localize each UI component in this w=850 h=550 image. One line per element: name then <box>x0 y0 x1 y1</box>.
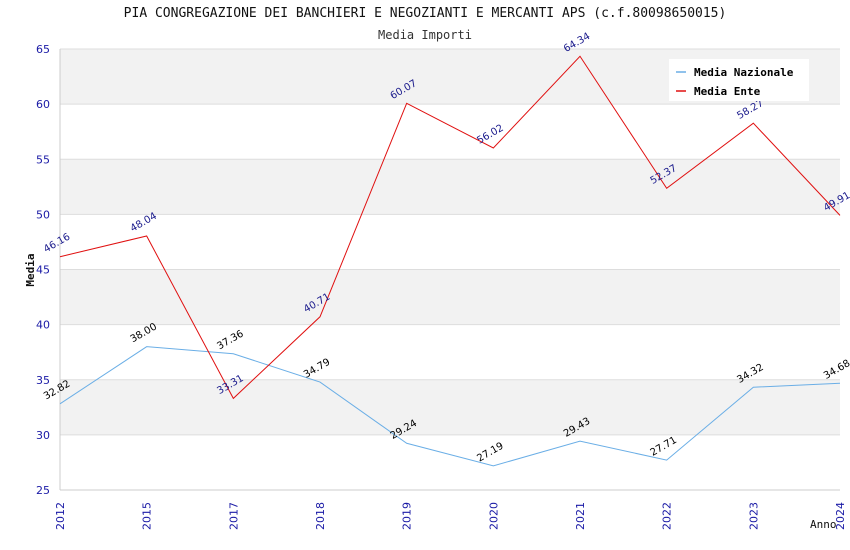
x-axis-label: Anno <box>810 518 837 531</box>
legend: Media Nazionale Media Ente <box>669 59 809 101</box>
y-tick-label: 30 <box>36 429 50 442</box>
y-axis-label: Media <box>24 253 37 286</box>
y-tick-label: 35 <box>36 374 50 387</box>
x-tick-label: 2018 <box>314 502 327 530</box>
series-lines <box>59 55 841 467</box>
legend-box <box>669 59 809 101</box>
grid-lines <box>60 48 840 491</box>
x-tick-label: 2020 <box>487 502 500 530</box>
grid-band <box>60 434 840 490</box>
y-tick-label: 60 <box>36 98 50 111</box>
y-tick-label: 65 <box>36 43 50 56</box>
grid-bands <box>60 49 840 490</box>
legend-entry: Media Nazionale <box>694 66 794 79</box>
grid-band <box>60 379 840 435</box>
grid-band <box>60 324 840 380</box>
axes <box>59 49 840 491</box>
series-line <box>59 346 841 467</box>
x-tick-label: 2017 <box>227 502 240 530</box>
y-tick-label: 50 <box>36 208 50 221</box>
x-tick-label: 2012 <box>54 502 67 530</box>
x-tick-label: 2022 <box>661 502 674 530</box>
y-tick-labels: 25 30 35 40 45 50 55 60 65 <box>36 43 50 497</box>
y-tick-label: 40 <box>36 319 50 332</box>
x-tick-label: 2019 <box>401 502 414 530</box>
y-tick-label: 25 <box>36 484 50 497</box>
x-tick-label: 2021 <box>574 502 587 530</box>
chart-title: PIA CONGREGAZIONE DEI BANCHIERI E NEGOZI… <box>123 6 727 21</box>
legend-entry: Media Ente <box>694 85 761 98</box>
grid-band <box>60 159 840 215</box>
x-tick-label: 2024 <box>834 502 847 530</box>
chart-subtitle: Media Importi <box>378 28 472 42</box>
grid-band <box>60 269 840 325</box>
grid-band <box>60 104 840 160</box>
x-tick-label: 2015 <box>141 502 154 530</box>
x-tick-label: 2023 <box>747 502 760 530</box>
x-tick-labels: 2012 2015 2017 2018 2019 2020 2021 2022 2023 2024 <box>54 502 847 530</box>
grid-band <box>60 214 840 270</box>
y-tick-label: 45 <box>36 264 50 277</box>
y-tick-label: 55 <box>36 153 50 166</box>
series-line <box>59 55 841 400</box>
